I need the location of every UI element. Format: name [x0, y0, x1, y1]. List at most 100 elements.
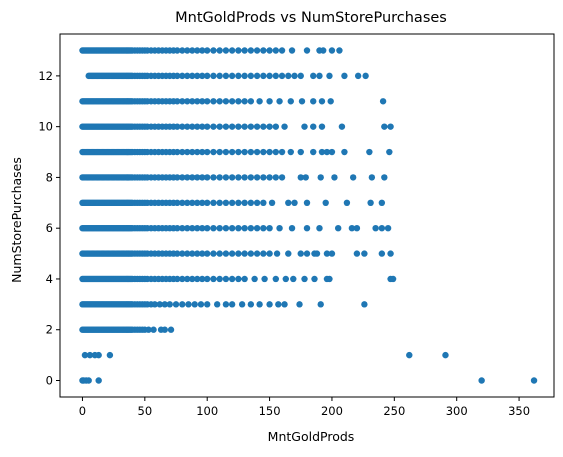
data-point	[199, 174, 206, 181]
data-point	[179, 47, 186, 54]
data-point	[228, 224, 236, 232]
data-point	[238, 301, 246, 308]
data-point	[235, 224, 242, 232]
data-point	[184, 98, 191, 105]
data-point	[253, 148, 261, 156]
data-point	[216, 224, 223, 232]
y-tick-label: 6	[46, 221, 53, 235]
data-point	[189, 199, 196, 207]
data-point	[174, 47, 181, 54]
data-point	[216, 98, 223, 105]
data-point	[260, 174, 267, 181]
data-point	[323, 148, 331, 156]
data-point	[204, 72, 211, 80]
data-point	[285, 199, 292, 207]
data-point	[361, 301, 368, 308]
data-point	[372, 224, 379, 232]
data-point	[95, 377, 102, 384]
y-tick-label: 8	[46, 170, 53, 184]
data-point	[235, 98, 242, 105]
data-point	[530, 377, 538, 384]
data-point	[179, 199, 186, 207]
data-point	[189, 275, 196, 283]
data-point	[151, 301, 159, 308]
data-point	[235, 47, 242, 54]
data-point	[222, 174, 230, 181]
data-point	[253, 174, 261, 181]
data-point	[241, 72, 248, 80]
data-point	[386, 148, 393, 156]
data-point	[353, 224, 361, 232]
data-point	[189, 98, 196, 105]
data-point	[210, 47, 217, 54]
data-point	[328, 47, 336, 54]
data-point	[266, 174, 273, 181]
data-point	[256, 301, 263, 308]
data-point	[241, 148, 248, 156]
data-point	[86, 351, 94, 359]
data-point	[282, 275, 289, 283]
data-point	[281, 123, 288, 130]
data-point	[331, 174, 338, 181]
data-point	[334, 224, 342, 232]
data-point	[261, 275, 268, 283]
data-point	[290, 275, 297, 283]
data-point	[281, 301, 288, 308]
y-tick-label: 4	[46, 272, 53, 286]
data-point	[247, 98, 255, 105]
data-point	[442, 351, 449, 359]
data-point	[199, 47, 206, 54]
data-point	[247, 250, 255, 257]
data-point	[210, 123, 217, 130]
data-point	[291, 72, 298, 80]
data-point	[228, 148, 236, 156]
x-tick-label: 200	[321, 404, 343, 418]
data-point	[266, 72, 273, 80]
data-point	[478, 377, 485, 384]
data-point	[204, 275, 211, 283]
data-point	[166, 301, 173, 308]
data-point	[222, 275, 230, 283]
data-point	[297, 72, 304, 80]
data-point	[199, 275, 206, 283]
data-point	[235, 174, 242, 181]
data-point	[381, 123, 388, 130]
data-point	[204, 123, 211, 130]
data-point	[384, 224, 392, 232]
data-point	[228, 199, 236, 207]
data-point	[156, 301, 163, 308]
data-point	[199, 148, 206, 156]
data-point	[387, 123, 394, 130]
data-point	[222, 301, 230, 308]
y-tick-label: 2	[46, 323, 53, 337]
data-point	[189, 174, 196, 181]
data-point	[235, 275, 242, 283]
data-point	[266, 301, 273, 308]
data-point	[266, 148, 273, 156]
data-point	[85, 377, 92, 384]
data-point	[327, 98, 334, 105]
data-point	[275, 301, 282, 308]
data-point	[353, 250, 361, 257]
data-point	[285, 250, 292, 257]
y-tick-label: 0	[46, 374, 53, 388]
data-point	[253, 199, 261, 207]
data-point	[228, 98, 236, 105]
y-tick-label: 12	[38, 69, 53, 83]
data-point	[213, 301, 221, 308]
data-point	[184, 174, 191, 181]
data-point	[406, 351, 413, 359]
data-point	[235, 199, 242, 207]
data-point	[210, 199, 217, 207]
data-point	[288, 47, 296, 54]
data-point	[303, 199, 311, 207]
data-point	[174, 123, 181, 130]
data-point	[354, 72, 362, 80]
data-point	[316, 72, 323, 80]
data-point	[216, 199, 223, 207]
data-point	[194, 123, 201, 130]
data-point	[228, 301, 236, 308]
data-point	[210, 275, 217, 283]
x-tick-label: 250	[383, 404, 405, 418]
